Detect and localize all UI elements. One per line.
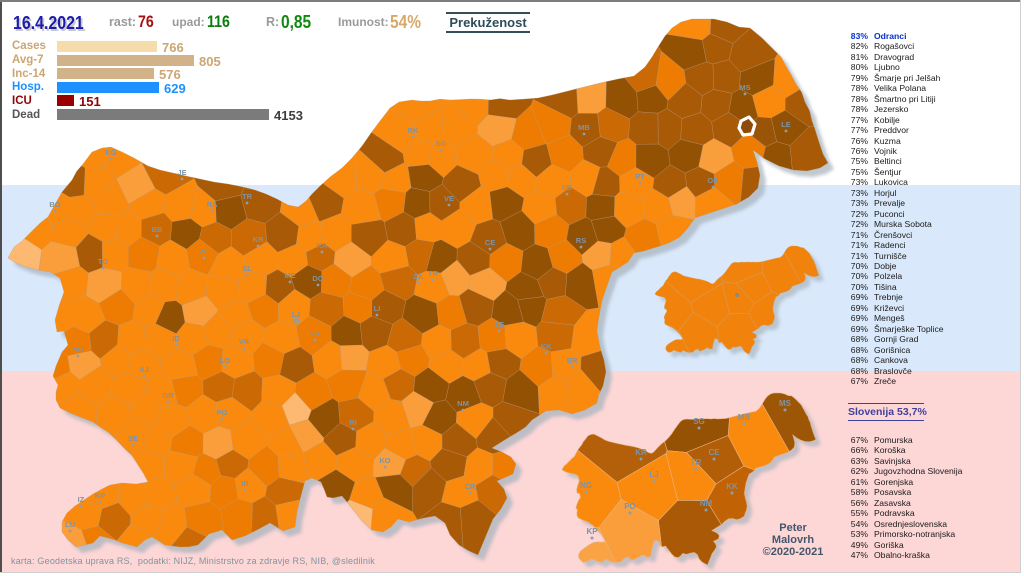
svg-text:DO: DO — [312, 274, 323, 283]
svg-text:IZ: IZ — [78, 495, 85, 504]
svg-text:TR: TR — [691, 458, 702, 467]
svg-text:NM: NM — [457, 399, 469, 408]
svg-text:KR: KR — [635, 448, 647, 457]
svg-text:KP: KP — [586, 527, 598, 536]
svg-text:SG: SG — [693, 417, 705, 426]
svg-text:NG: NG — [580, 481, 592, 490]
svg-text:VR: VR — [310, 329, 321, 338]
svg-text:LU: LU — [65, 520, 75, 529]
svg-text:SL: SL — [242, 264, 252, 273]
svg-text:GR: GR — [162, 391, 174, 400]
svg-text:CE: CE — [708, 448, 720, 457]
svg-text:RA: RA — [207, 200, 218, 209]
svg-text:KP: KP — [95, 491, 105, 500]
svg-text:LJ: LJ — [292, 310, 301, 319]
svg-text:SE: SE — [494, 320, 504, 329]
svg-text:NG: NG — [72, 345, 83, 354]
svg-text:LJ: LJ — [649, 470, 658, 479]
svg-text:KO: KO — [379, 456, 390, 465]
svg-text:LE: LE — [781, 120, 791, 129]
svg-text:MS: MS — [739, 83, 750, 92]
svg-text:VR: VR — [239, 337, 250, 346]
svg-text:SE: SE — [128, 434, 138, 443]
svg-text:IB: IB — [241, 479, 249, 488]
svg-text:ZE: ZE — [199, 247, 209, 256]
svg-text:MB: MB — [738, 413, 751, 422]
svg-text:RS: RS — [576, 236, 586, 245]
svg-text:LI: LI — [374, 304, 381, 313]
svg-text:RK: RK — [408, 126, 419, 135]
svg-text:BR: BR — [567, 356, 578, 365]
svg-text:VE: VE — [444, 194, 454, 203]
svg-text:TR: TR — [242, 192, 253, 201]
svg-text:MB: MB — [578, 123, 590, 132]
svg-text:KK: KK — [726, 482, 738, 491]
svg-text:ME: ME — [284, 271, 295, 280]
svg-text:TR: TR — [428, 269, 439, 278]
svg-text:CR: CR — [465, 482, 476, 491]
svg-text:CE: CE — [485, 238, 495, 247]
svg-text:TO: TO — [98, 257, 108, 266]
svg-text:MS: MS — [779, 399, 792, 408]
svg-text:PO: PO — [217, 408, 228, 417]
svg-text:SG: SG — [436, 139, 447, 148]
svg-text:JE: JE — [177, 168, 186, 177]
svg-text:AJ: AJ — [139, 365, 149, 374]
svg-text:KR: KR — [253, 235, 264, 244]
svg-text:KG: KG — [105, 148, 116, 157]
svg-text:NM: NM — [700, 499, 713, 508]
svg-text:KA: KA — [317, 241, 328, 250]
svg-text:KK: KK — [541, 342, 552, 351]
svg-text:PT: PT — [635, 172, 645, 181]
svg-text:OR: OR — [707, 176, 719, 185]
svg-text:ZA: ZA — [413, 272, 424, 281]
svg-text:PO: PO — [624, 502, 636, 511]
svg-text:RI: RI — [349, 418, 357, 427]
svg-text:BB: BB — [152, 225, 163, 234]
svg-text:LO: LO — [220, 356, 231, 365]
svg-text:SB: SB — [562, 183, 573, 192]
svg-text:BO: BO — [49, 200, 60, 209]
svg-text:ID: ID — [172, 334, 180, 343]
